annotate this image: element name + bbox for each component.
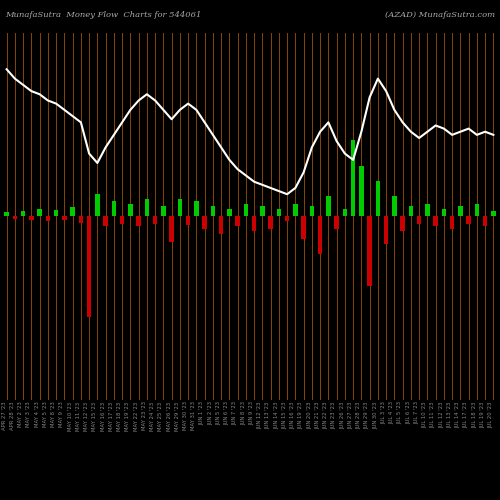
Bar: [54, 210, 58, 216]
Bar: [29, 216, 34, 220]
Bar: [376, 181, 380, 216]
Bar: [244, 204, 248, 216]
Bar: [128, 204, 132, 216]
Bar: [210, 206, 215, 216]
Bar: [161, 206, 166, 216]
Bar: [483, 216, 488, 226]
Bar: [236, 216, 240, 226]
Text: MunafaSutra  Money Flow  Charts for 544061: MunafaSutra Money Flow Charts for 544061: [5, 11, 202, 19]
Bar: [87, 216, 92, 318]
Bar: [4, 212, 9, 216]
Bar: [194, 201, 198, 216]
Bar: [293, 204, 298, 216]
Bar: [318, 216, 322, 254]
Bar: [466, 216, 471, 224]
Bar: [202, 216, 207, 229]
Bar: [474, 204, 479, 216]
Bar: [326, 196, 330, 216]
Bar: [227, 208, 232, 216]
Bar: [260, 206, 264, 216]
Bar: [252, 216, 256, 232]
Bar: [359, 166, 364, 216]
Bar: [104, 216, 108, 226]
Bar: [310, 206, 314, 216]
Bar: [95, 194, 100, 216]
Bar: [112, 201, 116, 216]
Bar: [186, 216, 190, 225]
Bar: [434, 216, 438, 226]
Bar: [170, 216, 174, 242]
Bar: [342, 208, 347, 216]
Bar: [46, 216, 50, 222]
Bar: [458, 206, 462, 216]
Bar: [400, 216, 405, 232]
Bar: [136, 216, 141, 226]
Bar: [334, 216, 339, 229]
Bar: [425, 204, 430, 216]
Bar: [144, 198, 149, 216]
Bar: [276, 208, 281, 216]
Bar: [78, 216, 83, 222]
Bar: [268, 216, 273, 229]
Bar: [62, 216, 66, 220]
Bar: [392, 196, 396, 216]
Bar: [21, 211, 25, 216]
Bar: [491, 211, 496, 216]
Bar: [384, 216, 388, 244]
Bar: [153, 216, 158, 224]
Bar: [120, 216, 124, 224]
Bar: [302, 216, 306, 239]
Bar: [351, 140, 356, 216]
Bar: [285, 216, 290, 222]
Bar: [442, 208, 446, 216]
Bar: [417, 216, 422, 224]
Bar: [38, 208, 42, 216]
Bar: [12, 216, 17, 219]
Bar: [408, 206, 413, 216]
Bar: [450, 216, 454, 229]
Bar: [368, 216, 372, 286]
Bar: [70, 208, 75, 216]
Bar: [178, 198, 182, 216]
Text: (AZAD) MunafaSutra.com: (AZAD) MunafaSutra.com: [385, 11, 495, 19]
Bar: [219, 216, 224, 234]
